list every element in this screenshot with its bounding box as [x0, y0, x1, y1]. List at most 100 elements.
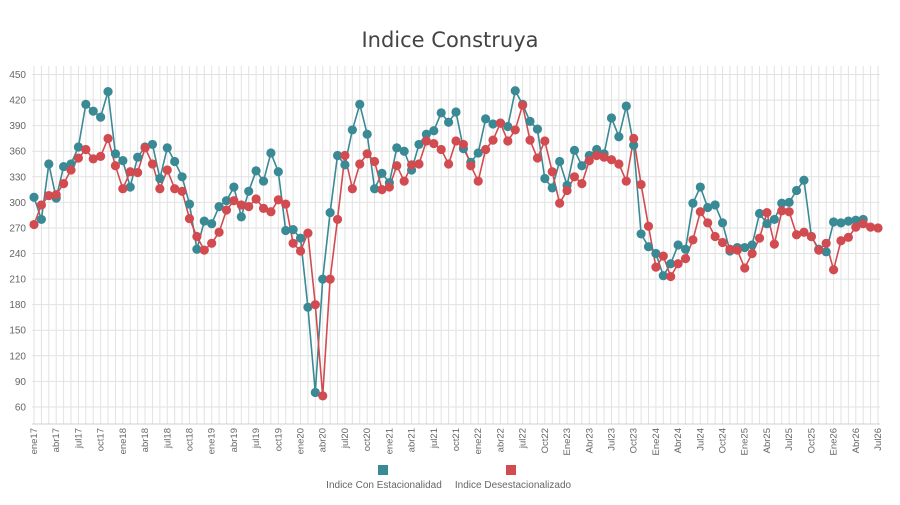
- data-point-series-1: [229, 182, 239, 192]
- x-tick-label: abr18: [140, 428, 151, 452]
- data-point-series-2: [473, 176, 483, 186]
- data-point-series-2: [110, 161, 121, 171]
- x-tick-label: jul22: [518, 428, 529, 449]
- data-point-series-2: [310, 300, 320, 310]
- data-point-series-1: [118, 156, 128, 166]
- x-tick-label: Jul24: [695, 428, 706, 451]
- data-point-series-1: [266, 148, 276, 158]
- data-point-series-1: [555, 156, 565, 167]
- x-tick-label: abr21: [407, 428, 418, 452]
- x-tick-label: Jul26: [873, 428, 884, 451]
- data-point-series-1: [688, 198, 698, 208]
- x-tick-label: jul20: [340, 428, 351, 449]
- data-point-series-2: [799, 227, 809, 237]
- data-point-series-2: [592, 150, 602, 161]
- data-point-series-2: [414, 159, 424, 169]
- data-point-series-1: [577, 161, 587, 171]
- data-point-series-1: [799, 175, 809, 185]
- x-tick-label: oct17: [96, 428, 107, 451]
- x-tick-label: Ene25: [740, 428, 751, 455]
- y-tick-label: 210: [9, 275, 26, 286]
- data-point-series-1: [288, 225, 298, 235]
- y-tick-label: 240: [9, 249, 26, 260]
- data-point-series-2: [288, 238, 298, 248]
- data-point-series-1: [170, 156, 180, 167]
- data-point-series-2: [184, 213, 195, 224]
- data-point-series-2: [769, 239, 779, 249]
- data-point-series-1: [606, 113, 617, 123]
- data-point-series-1: [769, 214, 779, 225]
- data-point-series-2: [421, 136, 431, 146]
- x-tick-label: oct18: [184, 428, 195, 451]
- data-point-series-1: [207, 219, 217, 229]
- data-point-series-2: [399, 176, 409, 186]
- legend[interactable]: Indice Con Estacionalidad Indice Desestac…: [326, 465, 572, 491]
- data-point-series-1: [377, 168, 387, 178]
- legend-label-2[interactable]: Indice Desestacionalizado: [455, 480, 572, 491]
- data-point-series-2: [821, 238, 831, 248]
- legend-swatch-1[interactable]: [378, 465, 388, 475]
- data-point-series-2: [295, 246, 306, 256]
- data-point-series-2: [36, 200, 47, 210]
- data-point-series-1: [828, 217, 839, 227]
- x-tick-label: ene20: [296, 428, 307, 454]
- data-point-series-2: [555, 198, 565, 208]
- x-tick-label: Oct24: [718, 428, 729, 453]
- data-point-series-2: [680, 254, 691, 264]
- x-tick-label: Ene24: [651, 428, 662, 455]
- data-point-series-1: [821, 247, 831, 257]
- data-point-series-1: [221, 196, 232, 206]
- data-point-series-2: [762, 208, 772, 218]
- legend-label-1[interactable]: Indice Con Estacionalidad: [326, 480, 442, 491]
- data-point-series-1: [443, 117, 454, 127]
- data-point-series-2: [355, 159, 365, 169]
- data-point-series-2: [717, 237, 728, 248]
- data-point-series-1: [177, 172, 187, 182]
- data-point-series-2: [806, 231, 816, 242]
- data-point-series-1: [673, 240, 683, 250]
- data-point-series-1: [244, 186, 254, 196]
- data-point-series-2: [740, 263, 750, 273]
- data-point-series-2: [155, 184, 165, 194]
- data-point-series-1: [777, 198, 787, 208]
- data-point-series-2: [347, 184, 357, 194]
- data-point-series-2: [836, 236, 846, 246]
- data-point-series-1: [791, 185, 802, 196]
- data-point-series-2: [577, 179, 587, 189]
- data-point-series-2: [843, 232, 853, 242]
- axis-layer: 60 90 120 150 180 210 240 270 300 330 360 390 420 450…: [9, 70, 884, 455]
- data-point-series-2: [44, 190, 54, 201]
- data-point-series-1: [110, 149, 121, 159]
- data-point-series-1: [636, 229, 646, 239]
- data-point-series-2: [81, 144, 91, 155]
- data-point-series-1: [421, 129, 431, 139]
- x-tick-label: Jul23: [606, 428, 617, 451]
- data-point-series-1: [325, 208, 335, 218]
- x-tick-label: ene22: [473, 428, 484, 454]
- x-tick-label: jul19: [251, 428, 262, 449]
- x-tick-label: jul18: [162, 428, 173, 449]
- legend-swatch-2[interactable]: [506, 465, 516, 475]
- data-point-series-1: [532, 124, 543, 134]
- data-point-series-1: [103, 86, 113, 97]
- data-point-series-1: [784, 197, 794, 207]
- x-tick-label: oct20: [362, 428, 373, 451]
- x-tick-label: Abr26: [851, 428, 862, 453]
- data-point-series-1: [310, 387, 320, 398]
- data-point-series-2: [96, 151, 106, 161]
- data-point-series-2: [214, 227, 224, 237]
- grid-layer: [32, 66, 880, 424]
- data-point-series-2: [569, 172, 580, 182]
- x-tick-label: abr20: [318, 428, 329, 452]
- x-tick-label: ene19: [207, 428, 218, 454]
- data-point-series-2: [621, 176, 631, 186]
- y-tick-label: 300: [9, 198, 26, 209]
- data-point-series-1: [133, 152, 143, 162]
- x-tick-label: Oct25: [806, 428, 817, 453]
- x-tick-label: abr22: [495, 428, 506, 452]
- x-tick-label: jul21: [429, 428, 440, 449]
- data-point-series-1: [695, 182, 705, 192]
- data-point-series-1: [162, 143, 172, 153]
- data-point-series-2: [221, 205, 232, 215]
